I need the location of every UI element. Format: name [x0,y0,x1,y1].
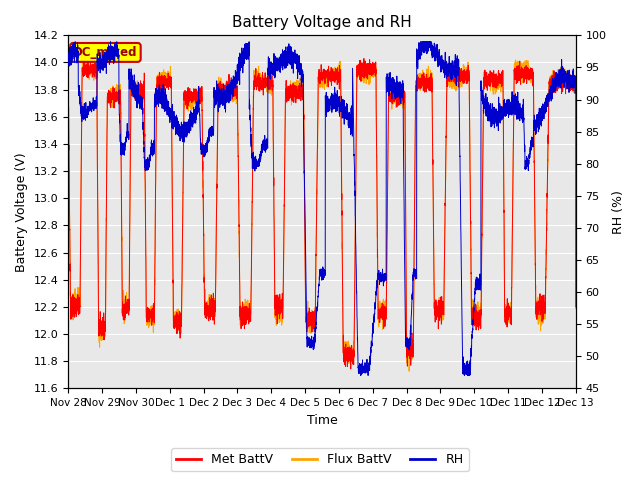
Title: Battery Voltage and RH: Battery Voltage and RH [232,15,412,30]
Flux BattV [444,84,451,89]
Legend: Met BattV, Flux BattV, RH: Met BattV, Flux BattV, RH [172,448,468,471]
RH [482,101,490,107]
Flux BattV [64,65,72,71]
Met BattV [157,86,164,92]
Met BattV [572,304,580,310]
Met BattV [64,57,72,63]
Met BattV [347,366,355,372]
RH [64,63,72,69]
Flux BattV [81,52,88,58]
RH [157,98,164,104]
Y-axis label: RH (%): RH (%) [612,190,625,234]
Flux BattV [394,92,402,97]
Met BattV [444,72,451,78]
Met BattV [395,102,403,108]
Flux BattV [482,78,490,84]
RH [364,372,372,378]
RH [444,65,451,71]
X-axis label: Time: Time [307,414,337,427]
RH [71,39,79,45]
Flux BattV [572,306,580,312]
Met BattV [482,78,490,84]
Met BattV [360,56,368,61]
Flux BattV [259,72,266,78]
RH [572,76,580,82]
Line: RH: RH [68,42,576,375]
Met BattV [259,87,266,93]
Flux BattV [157,76,164,82]
Flux BattV [369,73,376,79]
Line: Met BattV: Met BattV [68,59,576,369]
Flux BattV [405,369,413,374]
Line: Flux BattV: Flux BattV [68,55,576,372]
Y-axis label: Battery Voltage (V): Battery Voltage (V) [15,152,28,272]
Text: DC_mixed: DC_mixed [73,46,138,59]
Met BattV [369,60,376,65]
RH [395,85,403,91]
RH [369,331,376,336]
RH [259,149,266,155]
